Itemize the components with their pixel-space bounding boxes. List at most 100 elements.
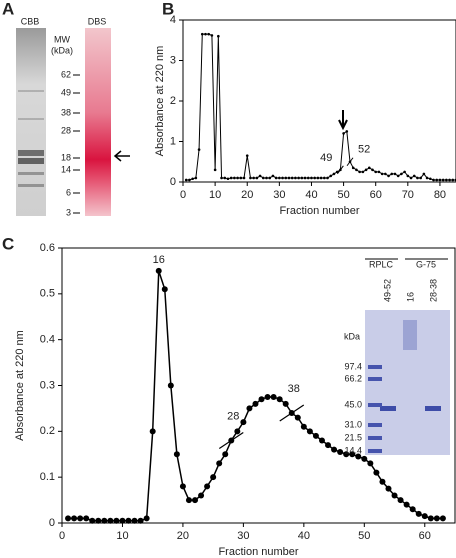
data-point — [83, 515, 90, 522]
data-point — [188, 178, 191, 182]
data-point — [393, 172, 397, 176]
annotation-mark — [279, 404, 305, 422]
data-point — [373, 469, 380, 476]
data-point — [377, 170, 381, 174]
y-axis-title: Absorbance at 220 nm — [14, 330, 26, 441]
data-point — [345, 130, 349, 133]
mw-label: 14 — [61, 164, 71, 174]
data-point — [226, 177, 230, 181]
data-point — [233, 176, 236, 180]
data-point — [284, 176, 288, 180]
data-point — [448, 178, 451, 182]
x-tick-label: 20 — [177, 530, 189, 542]
data-point — [310, 176, 313, 180]
data-point — [367, 460, 374, 467]
data-point — [427, 515, 434, 522]
y-tick-label: 0.3 — [40, 379, 55, 391]
data-point — [276, 396, 283, 403]
mw-label: 62 — [61, 69, 71, 79]
data-point — [274, 176, 278, 180]
annotation-mark — [218, 432, 244, 449]
y-tick-label: 0 — [49, 517, 55, 529]
data-point — [107, 517, 114, 524]
data-point — [198, 492, 205, 499]
data-point — [281, 176, 284, 180]
lane-label: CBB — [21, 16, 40, 26]
data-point — [179, 483, 186, 490]
data-point — [184, 178, 188, 182]
data-point — [422, 172, 426, 176]
data-point — [282, 400, 289, 407]
x-axis-title: Fraction number — [218, 546, 298, 558]
mw-label: 38 — [61, 107, 71, 117]
data-point — [255, 176, 259, 180]
data-point — [71, 515, 78, 522]
y-tick-label: 0 — [170, 176, 176, 188]
data-point — [374, 170, 378, 174]
y-tick-label: 1 — [170, 135, 176, 147]
mw-title: MW — [54, 34, 70, 44]
data-point — [451, 178, 455, 182]
data-point — [409, 176, 413, 180]
data-point — [89, 517, 96, 524]
data-point — [213, 168, 217, 172]
data-point — [216, 460, 223, 467]
data-point — [252, 176, 255, 180]
data-point — [358, 170, 361, 174]
marker-band — [368, 423, 382, 427]
marker-band — [368, 365, 382, 369]
y-tick-label: 3 — [170, 54, 176, 66]
data-point — [409, 506, 416, 513]
data-point — [242, 176, 246, 180]
data-point — [229, 176, 233, 180]
data-point — [337, 448, 344, 455]
data-point — [319, 176, 323, 180]
annotation: 16 — [153, 254, 165, 266]
mw-label: 18 — [61, 152, 71, 162]
group-label: RPLC — [369, 259, 394, 269]
x-tick-label: 50 — [337, 189, 349, 201]
data-point — [439, 515, 446, 522]
annotation: 38 — [288, 383, 300, 395]
marker-band — [368, 403, 382, 407]
x-tick-label: 70 — [402, 189, 414, 201]
marker-label: 66.2 — [344, 373, 362, 383]
data-point — [438, 178, 442, 182]
data-point — [258, 174, 262, 178]
data-point — [210, 474, 217, 481]
data-point — [385, 485, 392, 492]
x-tick-label: 0 — [180, 189, 186, 201]
x-tick-label: 40 — [305, 189, 317, 201]
data-point — [361, 170, 365, 174]
data-point — [412, 174, 416, 178]
data-point — [197, 148, 201, 151]
data-point — [331, 446, 338, 453]
lane-label: 16 — [405, 292, 415, 302]
data-point — [258, 396, 265, 403]
marker-label: 45.0 — [344, 399, 362, 409]
y-tick-label: 0.6 — [40, 242, 55, 254]
annotation-mark — [336, 165, 344, 175]
data-point — [270, 393, 277, 400]
data-point — [318, 437, 325, 444]
data-point — [185, 497, 192, 504]
data-point — [441, 178, 445, 182]
data-point — [400, 172, 403, 176]
data-point — [300, 423, 307, 430]
data-point — [137, 517, 144, 524]
data-point — [326, 176, 329, 180]
x-tick-label: 80 — [434, 189, 446, 201]
data-point — [349, 451, 356, 458]
data-point — [416, 176, 419, 180]
annotation: 52 — [358, 144, 370, 156]
x-tick-label: 50 — [358, 530, 370, 542]
marker-band — [368, 377, 382, 381]
data-point — [125, 517, 132, 524]
data-point — [240, 419, 247, 426]
data-point — [173, 451, 180, 458]
data-point — [364, 168, 368, 172]
data-point — [265, 176, 268, 180]
x-tick-label: 10 — [116, 530, 128, 542]
data-point — [101, 517, 108, 524]
data-point — [403, 501, 410, 508]
